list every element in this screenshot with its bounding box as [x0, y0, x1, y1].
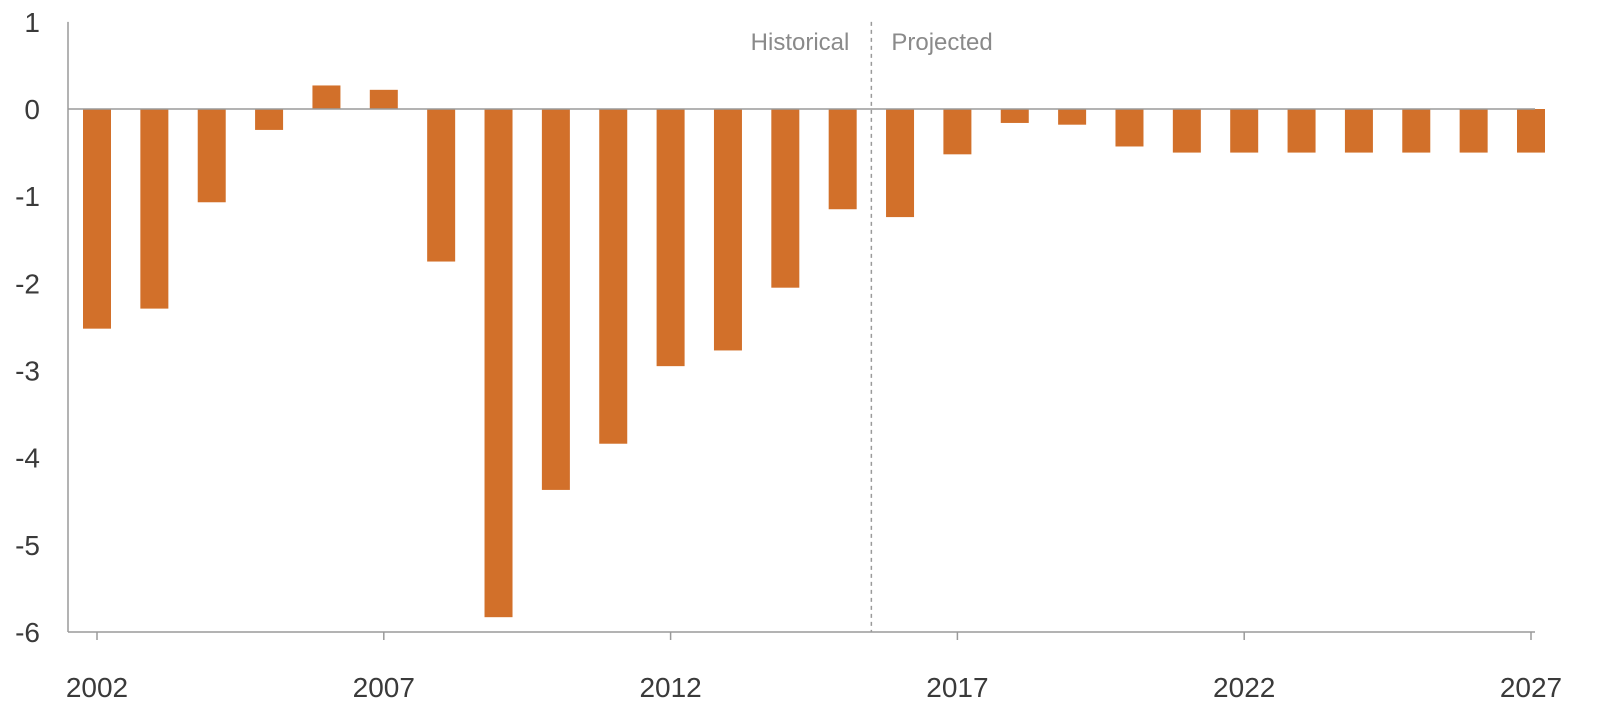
- y-tick-label: -3: [15, 356, 40, 387]
- x-tick-label: 2002: [66, 672, 128, 703]
- bar-2009: [484, 109, 513, 618]
- bar-2016: [886, 109, 915, 218]
- bar-2021: [1172, 109, 1201, 153]
- y-tick-label: -6: [15, 617, 40, 648]
- bar-2015: [828, 109, 857, 210]
- bar-2019: [1058, 109, 1087, 125]
- x-tick-label: 2017: [926, 672, 988, 703]
- bar-2013: [713, 109, 742, 351]
- bar-2011: [599, 109, 628, 444]
- bar-2025: [1402, 109, 1431, 153]
- bar-2007: [369, 89, 398, 109]
- bar-2006: [312, 85, 341, 109]
- y-tick-label: -5: [15, 530, 40, 561]
- bar-2012: [656, 109, 685, 367]
- bar-2002: [83, 109, 111, 329]
- y-tick-label: 1: [24, 7, 40, 38]
- bar-2024: [1344, 109, 1373, 153]
- bar-2023: [1287, 109, 1316, 153]
- historical-label: Historical: [751, 29, 850, 56]
- bar-2004: [197, 109, 226, 203]
- bar-series: [83, 85, 1545, 618]
- bar-2017: [943, 109, 972, 155]
- x-tick-label: 2022: [1213, 672, 1275, 703]
- bar-2018: [1000, 109, 1029, 123]
- x-tick-label: 2007: [353, 672, 415, 703]
- x-axis-ticks: [96, 632, 1532, 640]
- projected-label: Projected: [891, 29, 992, 56]
- bar-2027: [1517, 109, 1545, 153]
- y-tick-label: -2: [15, 268, 40, 299]
- bar-2010: [541, 109, 570, 490]
- bar-2003: [140, 109, 169, 309]
- bar-2005: [255, 109, 284, 130]
- y-axis-tick-labels: 1 0 -1 -2 -3 -4 -5 -6: [15, 7, 40, 648]
- x-tick-label: 2012: [639, 672, 701, 703]
- bar-2022: [1230, 109, 1259, 153]
- y-tick-label: -1: [15, 181, 40, 212]
- bar-2026: [1459, 109, 1488, 153]
- bar-2008: [427, 109, 456, 262]
- bar-2020: [1115, 109, 1144, 147]
- y-tick-label: 0: [24, 94, 40, 125]
- y-tick-label: -4: [15, 443, 40, 474]
- x-tick-label: 2027: [1500, 672, 1562, 703]
- bar-2014: [771, 109, 800, 288]
- x-axis-tick-labels: 2002 2007 2012 2017 2022 2027: [66, 672, 1562, 703]
